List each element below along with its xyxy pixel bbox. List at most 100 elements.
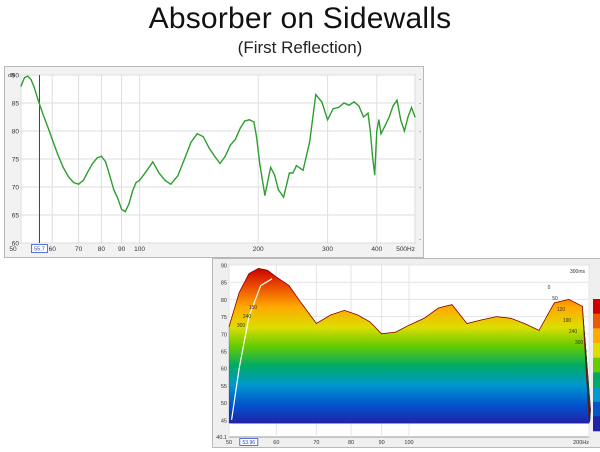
response-point [135, 181, 137, 184]
colorbar-segment [593, 328, 600, 344]
time-axis-curve [231, 278, 273, 420]
response-point [145, 170, 147, 172]
y-unit-label: dB [8, 73, 15, 79]
response-point [315, 94, 317, 96]
response-point [219, 162, 221, 165]
front-slice-outline [228, 267, 590, 417]
response-point [367, 112, 369, 114]
y-tick-label: 85 [12, 101, 20, 108]
y-tick-label: 60 [12, 241, 20, 248]
x-tick-label: 80 [348, 440, 354, 446]
response-point [414, 116, 416, 118]
response-point [100, 155, 102, 157]
response-point [295, 165, 297, 167]
response-point [164, 179, 166, 181]
response-point [292, 172, 294, 174]
response-point [234, 138, 236, 140]
response-point [309, 141, 311, 143]
y-tick-label: 90 [12, 73, 20, 80]
right-axis-tick: - [419, 237, 421, 243]
response-point [51, 138, 53, 140]
time-label: 300 [575, 340, 584, 346]
response-point [388, 116, 390, 118]
slide-subtitle: (First Reflection) [237, 38, 363, 57]
response-point [288, 172, 290, 174]
response-point [353, 101, 355, 103]
response-point [67, 176, 70, 178]
response-point [20, 85, 22, 87]
response-point [362, 116, 365, 118]
y-tick-label: 70 [12, 185, 20, 192]
response-point [124, 211, 126, 213]
response-point [132, 190, 134, 192]
x-tick-label: 60 [273, 440, 279, 446]
x-tick-label: 60 [49, 246, 57, 253]
cursor-readout-box [239, 438, 259, 446]
response-point [343, 102, 345, 104]
response-point [177, 175, 179, 177]
colorbar-segment [593, 372, 600, 388]
y-tick-label: 50 [221, 401, 227, 407]
response-point [348, 104, 350, 106]
response-point [92, 162, 94, 165]
response-point [78, 183, 80, 185]
response-point [30, 78, 32, 81]
y-tick-label: 90 [221, 264, 227, 270]
response-point [87, 170, 89, 172]
response-point [380, 133, 382, 135]
response-point [407, 116, 409, 118]
response-point [264, 194, 266, 196]
response-point [327, 119, 329, 121]
x-tick-label: 70 [75, 246, 83, 253]
response-point [45, 122, 48, 124]
response-point [128, 203, 130, 205]
response-point [73, 181, 75, 184]
response-point [338, 106, 340, 109]
response-point [369, 130, 371, 132]
response-point [273, 174, 276, 176]
response-point [214, 155, 216, 157]
colorbar-segment [593, 416, 600, 432]
slide-title: Absorber on Sidewalls [148, 2, 452, 35]
x-tick-label: 200Hz [573, 440, 589, 446]
response-point [392, 105, 394, 107]
time-unit-label: 300ms [570, 269, 586, 275]
response-point [109, 175, 111, 177]
response-point [277, 189, 279, 191]
response-point [202, 136, 204, 138]
x-tick-label: 50 [226, 440, 232, 446]
x-tick-label: 100 [134, 246, 145, 253]
y-tick-label: 70 [221, 332, 227, 338]
response-point [378, 119, 380, 121]
cursor-readout: 55.7 [34, 247, 45, 253]
response-point [229, 144, 231, 146]
y-tick-label: 80 [12, 129, 20, 136]
response-point [196, 133, 198, 135]
response-point [36, 96, 38, 98]
response-point [39, 106, 42, 108]
frequency-response-chart: 60 65 70 75 80 85 90 dB 60 70 80 90 100 200 300 400 500H… [4, 66, 424, 258]
response-point [224, 155, 226, 157]
response-point [183, 158, 186, 160]
cursor-readout-box [31, 244, 48, 253]
response-point [139, 179, 141, 181]
colorbar-segment [593, 387, 600, 402]
x-tick-label: 90 [118, 246, 126, 253]
response-point [239, 127, 241, 129]
y-tick-label: 55 [221, 384, 227, 390]
y-tick-label: 80 [221, 298, 227, 304]
waterfall-svg: 40.1 45 50 55 60 65 70 75 80 85 90 50 60 70 80 90 100 200… [216, 264, 600, 446]
response-point [27, 75, 29, 77]
response-point [396, 99, 398, 101]
colorbar-segment [593, 313, 600, 329]
response-point [270, 166, 272, 168]
right-axis-tick: - [419, 129, 421, 135]
response-point [158, 172, 160, 174]
right-axis-tick: - [419, 185, 421, 191]
time-label: 0 [548, 285, 551, 291]
y-tick-label: 85 [221, 281, 227, 287]
x-tick-label: 200 [253, 246, 264, 253]
x-tick-label: 50 [9, 246, 17, 253]
cursor-readout: 53.96 [243, 440, 256, 446]
